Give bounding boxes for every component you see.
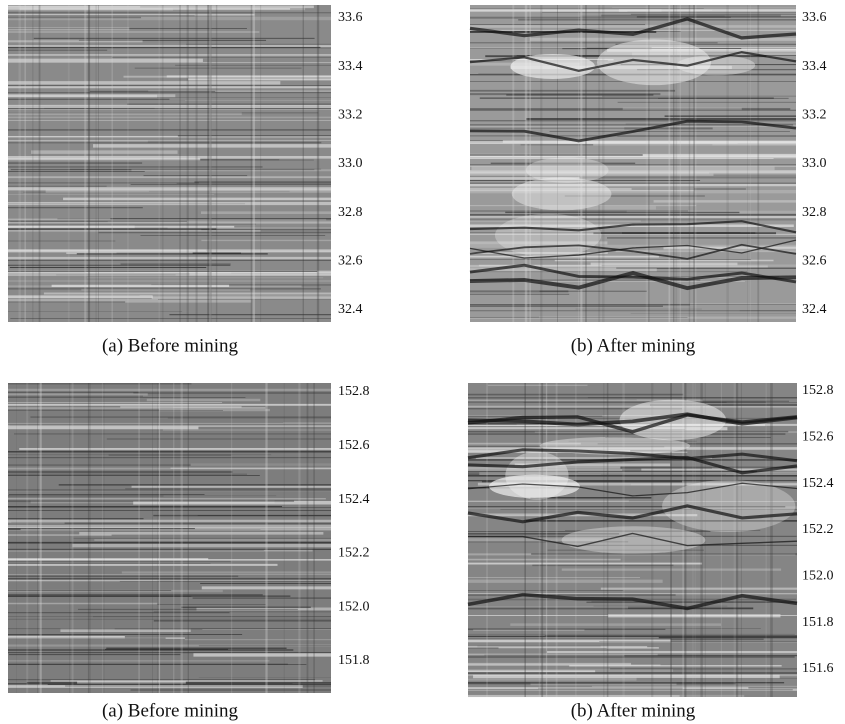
depth-label: 152.4 bbox=[338, 492, 370, 507]
depth-label: 32.4 bbox=[802, 302, 827, 317]
depth-label: 152.0 bbox=[338, 599, 370, 614]
depth-label: 33.6 bbox=[802, 10, 827, 25]
image-panel bbox=[8, 5, 331, 322]
depth-label: 151.6 bbox=[802, 661, 834, 676]
depth-label: 152.2 bbox=[338, 546, 370, 561]
texture-patch bbox=[505, 452, 568, 500]
depth-label: 33.0 bbox=[802, 156, 827, 171]
depth-label: 33.4 bbox=[338, 59, 363, 74]
depth-label: 32.6 bbox=[802, 254, 827, 269]
image-panel bbox=[470, 5, 796, 322]
depth-label: 152.2 bbox=[802, 522, 834, 537]
caption: (b) After mining bbox=[571, 335, 696, 356]
depth-label: 32.8 bbox=[338, 205, 363, 220]
depth-label: 152.8 bbox=[802, 383, 834, 398]
depth-label: 152.4 bbox=[802, 476, 834, 491]
texture-patch bbox=[495, 214, 601, 257]
figure: 33.6 33.4 33.2 33.0 32.8 32.6 32.4 (a) Before m… bbox=[0, 0, 845, 724]
depth-label: 32.4 bbox=[338, 302, 363, 317]
depth-label: 33.4 bbox=[802, 59, 827, 74]
depth-label: 32.8 bbox=[802, 205, 827, 220]
caption: (a) Before mining bbox=[102, 700, 239, 721]
depth-label: 152.6 bbox=[802, 430, 834, 445]
depth-label: 152.8 bbox=[338, 384, 370, 399]
depth-label: 151.8 bbox=[802, 615, 834, 630]
depth-label: 151.8 bbox=[338, 653, 370, 668]
depth-label: 152.0 bbox=[802, 569, 834, 584]
depth-label: 152.6 bbox=[338, 438, 370, 453]
texture-patch bbox=[512, 177, 612, 210]
image-panel bbox=[8, 383, 331, 693]
depth-label: 33.2 bbox=[338, 108, 363, 123]
depth-label: 33.2 bbox=[802, 108, 827, 123]
depth-label: 32.6 bbox=[338, 254, 363, 269]
caption: (a) Before mining bbox=[102, 335, 239, 356]
texture-patch bbox=[562, 526, 706, 553]
caption: (b) After mining bbox=[571, 700, 696, 721]
image-panel bbox=[468, 383, 797, 697]
depth-label: 33.0 bbox=[338, 156, 363, 171]
depth-label: 33.6 bbox=[338, 10, 363, 25]
